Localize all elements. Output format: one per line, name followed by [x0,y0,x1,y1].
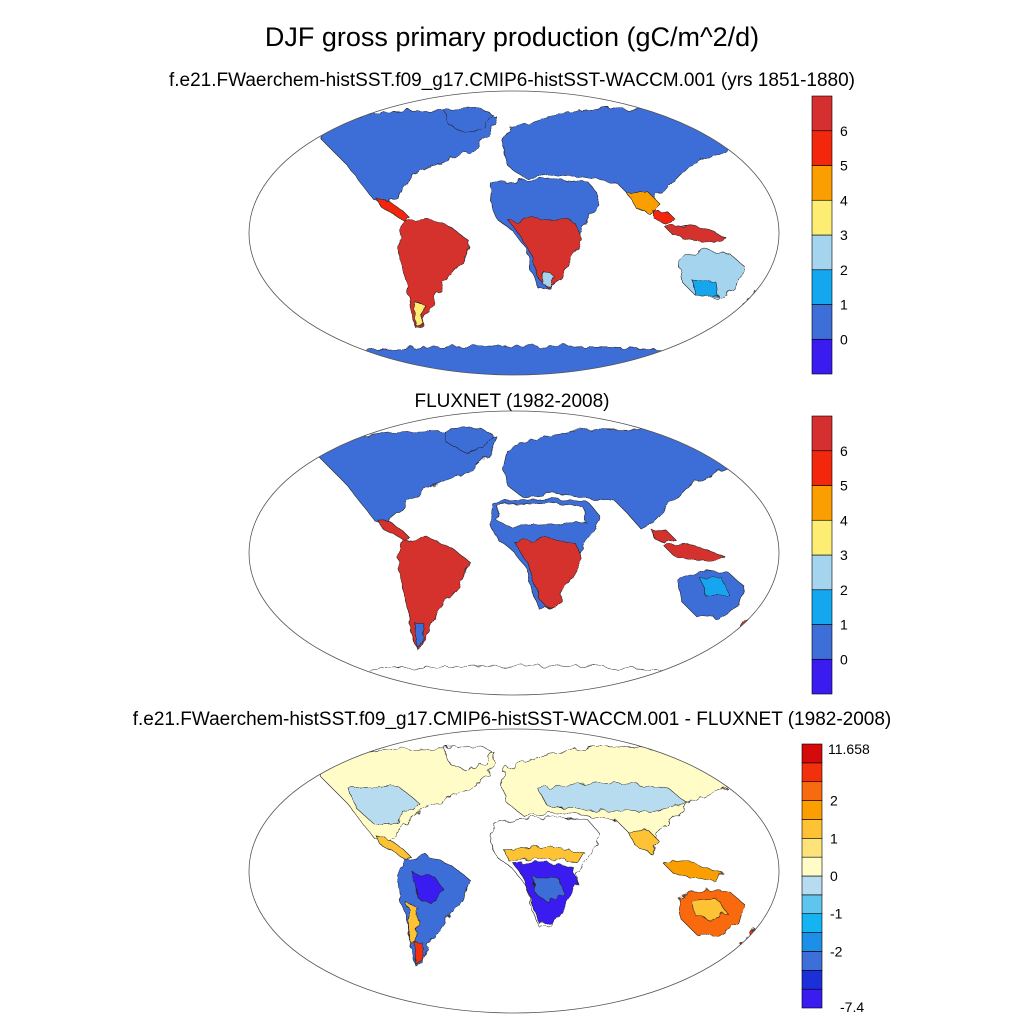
figure-title: DJF gross primary production (gC/m^2/d) [264,22,760,52]
colorbar-swatch [811,415,833,452]
antarctica [303,665,745,695]
colorbar-tick-label: 3 [840,227,848,243]
panel-3-title: f.e21.FWaerchem-histSST.f09_g17.CMIP6-hi… [132,709,892,730]
central-america [375,197,411,223]
colorbar-swatch [801,856,823,877]
antarctica [303,345,745,375]
colorbar-swatch [801,762,823,783]
colorbar-swatch [811,658,833,695]
colorbar-tick-label: 5 [840,158,848,174]
colorbar-swatch [811,95,833,132]
colorbar-tick-label: 6 [840,123,848,139]
panel-2-title: FLUXNET (1982-2008) [414,391,610,412]
greenland [443,107,493,133]
panel-1-map [248,90,780,376]
colorbar-tick-label: 0 [840,651,848,667]
colorbar-swatch [811,304,833,340]
colorbar-tick-label: 0 [830,868,838,884]
colorbar-tick-label: 1 [830,830,838,846]
colorbar-swatch [811,450,833,486]
colorbar-swatch [801,875,823,896]
colorbar-swatch [801,951,823,971]
colorbar-tick-label: 4 [840,512,848,528]
colorbar-tick-label: 2 [840,262,848,278]
panel-3-map [248,728,780,1014]
colorbar-tick-label: -2 [830,943,843,959]
panel-2-colorbar: 0 1 2 3 4 5 6 [811,415,848,695]
colorbar-swatch [801,988,823,1009]
colorbar-swatch [801,781,823,801]
colorbar-tick-label: 1 [840,297,848,313]
south-america [397,217,471,329]
colorbar-swatch [811,165,833,201]
colorbar-tick-label: 2 [830,793,838,809]
greenland [443,427,493,453]
colorbar-swatch [801,800,823,820]
panel-3-colorbar: 2 1 0 -1 -2 11.658 -7.4 [801,741,870,1015]
colorbar-swatch [801,969,823,990]
colorbar-swatch [811,589,833,625]
colorbar-tick-label: 6 [840,443,848,459]
colorbar-tick-label: 5 [840,478,848,494]
greenland [443,745,493,771]
colorbar-tick-label: 4 [840,192,848,208]
panel-1-colorbar: 0 1 2 3 4 5 6 [811,95,848,375]
south-america [397,537,471,649]
colorbar-swatch [811,624,833,660]
colorbar-swatch [811,269,833,305]
colorbar-tick-label: 1 [840,617,848,633]
colorbar-tick-label: 3 [840,547,848,563]
colorbar-tick-label: -1 [830,906,843,922]
colorbar-tick-label: 0 [840,331,848,347]
colorbar-swatch [811,554,833,591]
colorbar-swatch [811,338,833,375]
panel-2-map [248,410,780,696]
colorbar-swatch [801,837,823,858]
colorbar-swatch [801,819,823,839]
sahara-nodata [495,501,587,527]
colorbar-tick-label: 2 [840,582,848,598]
panel-1-title: f.e21.FWaerchem-histSST.f09_g17.CMIP6-hi… [168,70,855,91]
colorbar-swatch [811,519,833,556]
colorbar-min-label: -7.4 [840,999,864,1015]
colorbar-swatch [811,130,833,166]
colorbar-swatch [811,199,833,236]
colorbar-max-label: 11.658 [828,741,870,757]
colorbar-swatch [801,932,823,952]
colorbar-swatch [811,485,833,521]
colorbar-swatch [801,894,823,915]
colorbar-swatch [801,743,823,764]
colorbar-swatch [801,913,823,933]
colorbar-swatch [811,234,833,271]
